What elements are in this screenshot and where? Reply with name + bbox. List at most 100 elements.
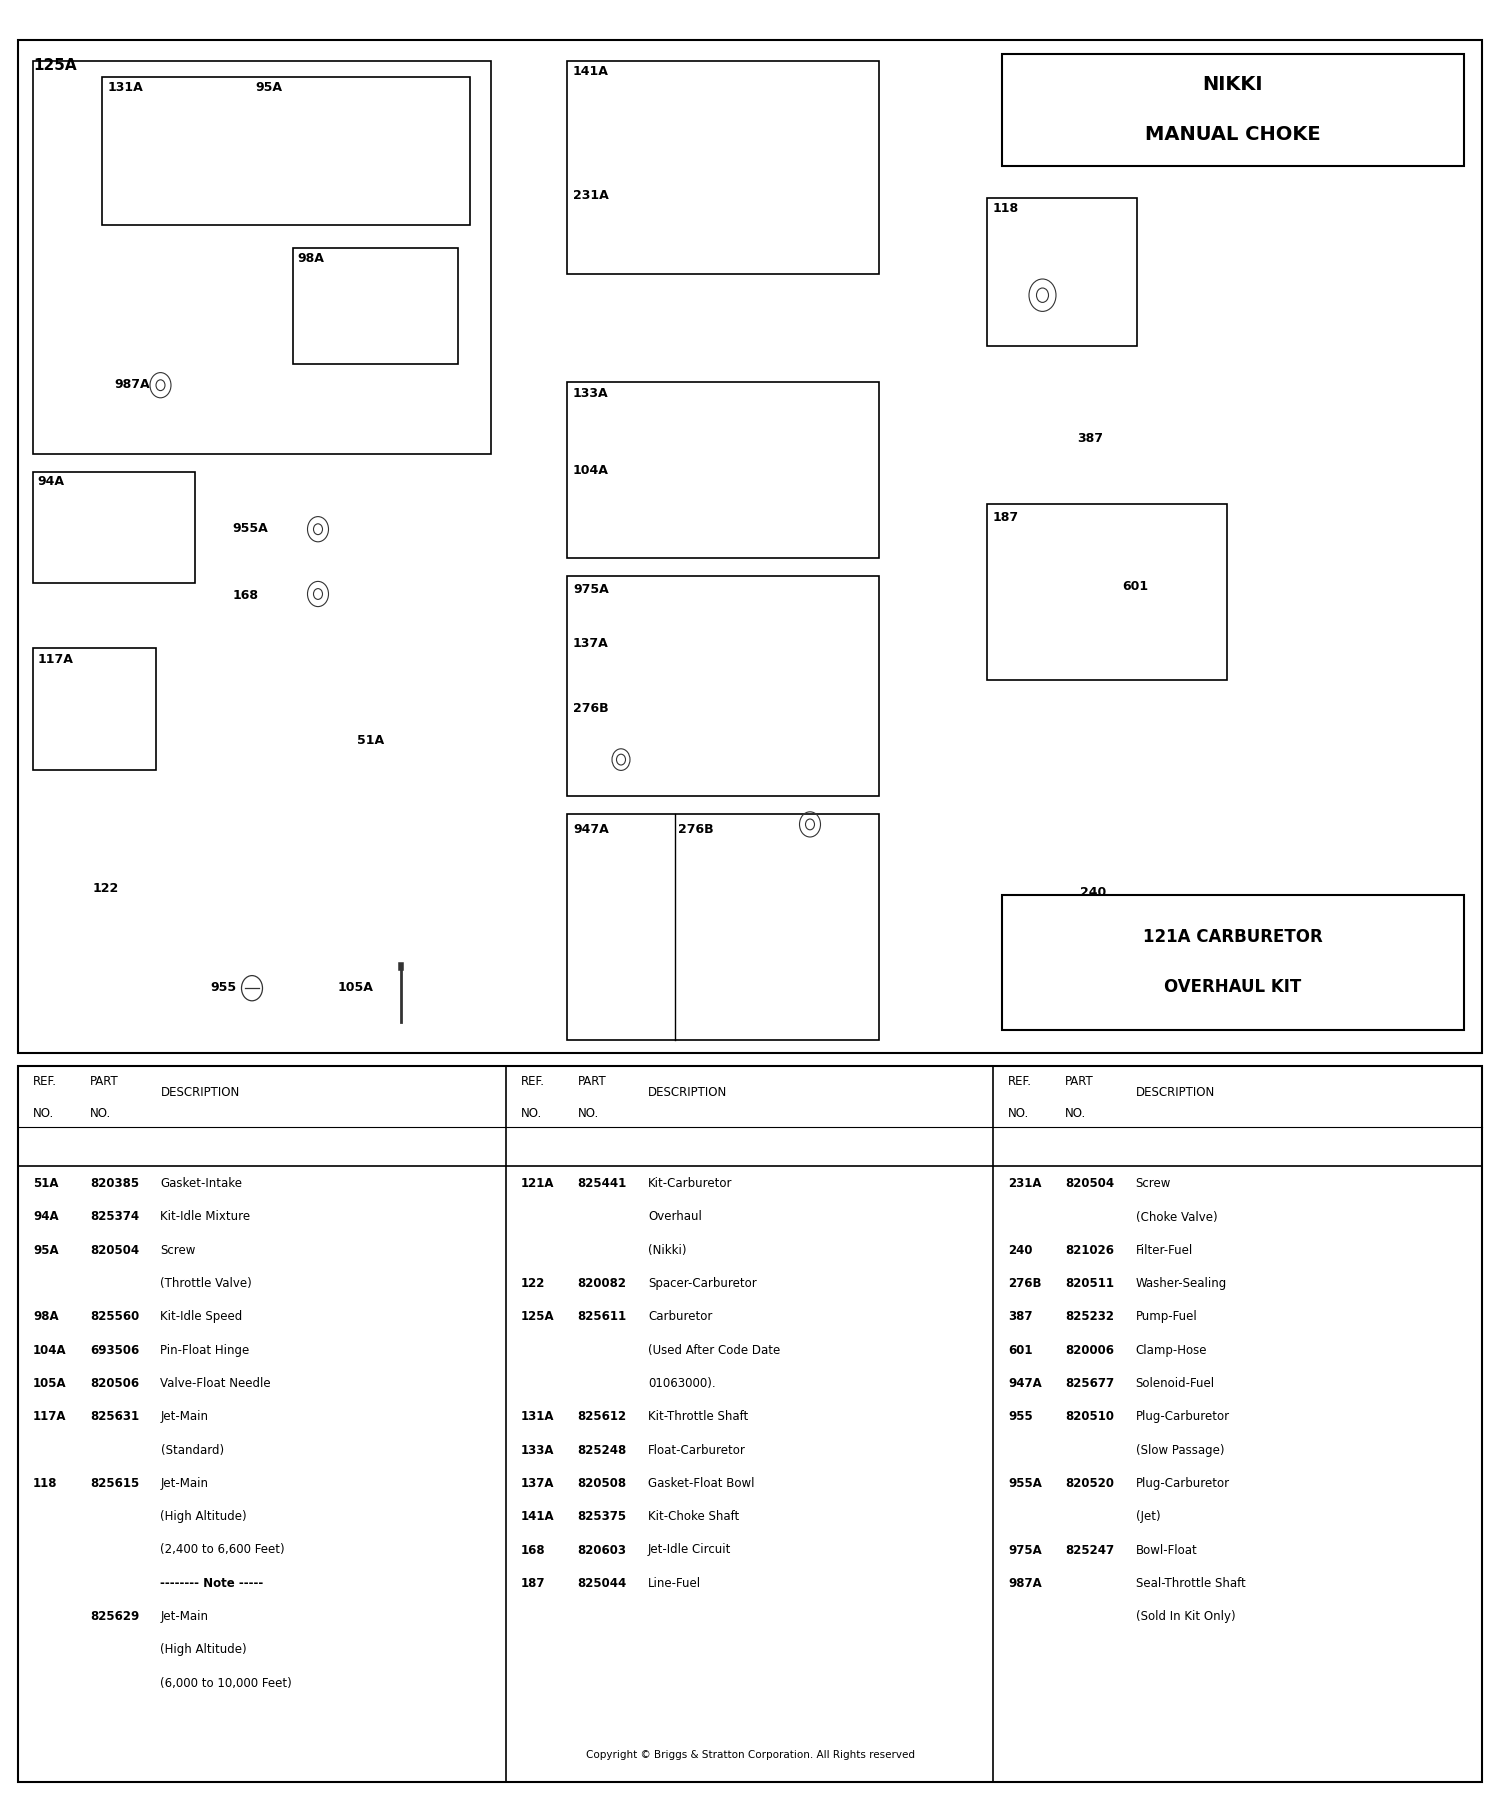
Text: Clamp-Hose: Clamp-Hose [1136, 1345, 1208, 1357]
Bar [33, 472, 195, 583]
Text: 825612: 825612 [578, 1411, 627, 1424]
Text: Kit-Idle Speed: Kit-Idle Speed [160, 1310, 243, 1323]
Text: Kit-Throttle Shaft: Kit-Throttle Shaft [648, 1411, 748, 1424]
Bar [987, 504, 1227, 680]
Text: 131A: 131A [108, 81, 144, 94]
Text: REF.: REF. [33, 1075, 57, 1087]
Bar [567, 61, 879, 274]
Bar [18, 40, 1482, 1053]
Text: 131A: 131A [520, 1411, 554, 1424]
Text: Pump-Fuel: Pump-Fuel [1136, 1310, 1197, 1323]
Text: 141A: 141A [520, 1510, 554, 1523]
Text: 133A: 133A [520, 1444, 554, 1456]
Text: 276B: 276B [573, 702, 609, 715]
Text: 820603: 820603 [578, 1544, 627, 1557]
Text: Spacer-Carburetor: Spacer-Carburetor [648, 1278, 758, 1291]
Text: 825247: 825247 [1065, 1544, 1114, 1557]
Text: 98A: 98A [33, 1310, 58, 1323]
Text: Jet-Idle Circuit: Jet-Idle Circuit [648, 1544, 732, 1557]
Text: Pin-Float Hinge: Pin-Float Hinge [160, 1345, 249, 1357]
Text: Kit-Choke Shaft: Kit-Choke Shaft [648, 1510, 740, 1523]
Text: NO.: NO. [578, 1107, 598, 1120]
Text: 825560: 825560 [90, 1310, 140, 1323]
Text: 187: 187 [993, 511, 1018, 524]
Text: MANUAL CHOKE: MANUAL CHOKE [1144, 126, 1322, 144]
Text: Gasket-Float Bowl: Gasket-Float Bowl [648, 1476, 754, 1490]
Text: Jet-Main: Jet-Main [160, 1411, 209, 1424]
Text: 820504: 820504 [90, 1244, 140, 1256]
Text: NO.: NO. [33, 1107, 54, 1120]
Text: 95A: 95A [255, 81, 282, 94]
Text: Plug-Carburetor: Plug-Carburetor [1136, 1411, 1230, 1424]
Text: Valve-Float Needle: Valve-Float Needle [160, 1377, 272, 1390]
Text: 820520: 820520 [1065, 1476, 1114, 1490]
Text: 98A: 98A [297, 252, 324, 265]
Text: (Sold In Kit Only): (Sold In Kit Only) [1136, 1611, 1234, 1624]
Text: 955A: 955A [1008, 1476, 1042, 1490]
Text: 117A: 117A [33, 1411, 66, 1424]
Text: Plug-Carburetor: Plug-Carburetor [1136, 1476, 1230, 1490]
Text: 825677: 825677 [1065, 1377, 1114, 1390]
Text: 387: 387 [1008, 1310, 1032, 1323]
Text: 975A: 975A [1008, 1544, 1042, 1557]
Text: Kit-Idle Mixture: Kit-Idle Mixture [160, 1211, 250, 1224]
Text: (Choke Valve): (Choke Valve) [1136, 1211, 1216, 1224]
Text: Filter-Fuel: Filter-Fuel [1136, 1244, 1192, 1256]
Text: 820510: 820510 [1065, 1411, 1114, 1424]
Text: 105A: 105A [338, 981, 374, 994]
Text: 125A: 125A [33, 58, 76, 72]
Text: 51A: 51A [33, 1177, 58, 1190]
Bar [567, 382, 879, 558]
Text: Bowl-Float: Bowl-Float [1136, 1544, 1197, 1557]
Text: 820506: 820506 [90, 1377, 140, 1390]
Text: Gasket-Intake: Gasket-Intake [160, 1177, 243, 1190]
Bar [1002, 895, 1464, 1030]
Text: 187: 187 [520, 1577, 544, 1589]
Text: 133A: 133A [573, 387, 609, 400]
Text: 820385: 820385 [90, 1177, 140, 1190]
Text: 122: 122 [520, 1278, 544, 1291]
Bar [1002, 54, 1464, 166]
Text: Carburetor: Carburetor [648, 1310, 712, 1323]
Text: 825615: 825615 [90, 1476, 140, 1490]
Text: NO.: NO. [520, 1107, 542, 1120]
Text: 825629: 825629 [90, 1611, 140, 1624]
Text: 820504: 820504 [1065, 1177, 1114, 1190]
Bar [292, 248, 458, 364]
Text: 955: 955 [1008, 1411, 1034, 1424]
Text: DESCRIPTION: DESCRIPTION [648, 1085, 728, 1100]
Text: 825248: 825248 [578, 1444, 627, 1456]
Text: 95A: 95A [33, 1244, 58, 1256]
Text: 947A: 947A [573, 823, 609, 835]
Text: 94A: 94A [38, 475, 64, 488]
Text: Seal-Throttle Shaft: Seal-Throttle Shaft [1136, 1577, 1245, 1589]
Text: 104A: 104A [33, 1345, 66, 1357]
Text: DESCRIPTION: DESCRIPTION [160, 1085, 240, 1100]
Text: 825232: 825232 [1065, 1310, 1114, 1323]
Text: Screw: Screw [160, 1244, 196, 1256]
Bar [33, 61, 490, 454]
Text: Screw: Screw [1136, 1177, 1172, 1190]
Text: PART: PART [90, 1075, 118, 1087]
Text: 825631: 825631 [90, 1411, 140, 1424]
Text: 51A: 51A [357, 734, 384, 747]
Text: 825375: 825375 [578, 1510, 627, 1523]
Text: 821026: 821026 [1065, 1244, 1114, 1256]
Text: NO.: NO. [1065, 1107, 1086, 1120]
Text: 168: 168 [520, 1544, 544, 1557]
Text: 240: 240 [1080, 886, 1106, 898]
Text: (High Altitude): (High Altitude) [160, 1510, 248, 1523]
Text: REF.: REF. [1008, 1075, 1032, 1087]
Text: Jet-Main: Jet-Main [160, 1611, 209, 1624]
Text: 94A: 94A [33, 1211, 58, 1224]
Text: 121A: 121A [520, 1177, 554, 1190]
Text: (High Altitude): (High Altitude) [160, 1643, 248, 1656]
Text: 987A: 987A [1008, 1577, 1042, 1589]
Text: 240: 240 [1008, 1244, 1032, 1256]
Bar [567, 814, 879, 1040]
Text: Jet-Main: Jet-Main [160, 1476, 209, 1490]
Text: 947A: 947A [1008, 1377, 1042, 1390]
Text: (6,000 to 10,000 Feet): (6,000 to 10,000 Feet) [160, 1678, 292, 1690]
Text: OVERHAUL KIT: OVERHAUL KIT [1164, 979, 1302, 997]
Text: (Jet): (Jet) [1136, 1510, 1160, 1523]
